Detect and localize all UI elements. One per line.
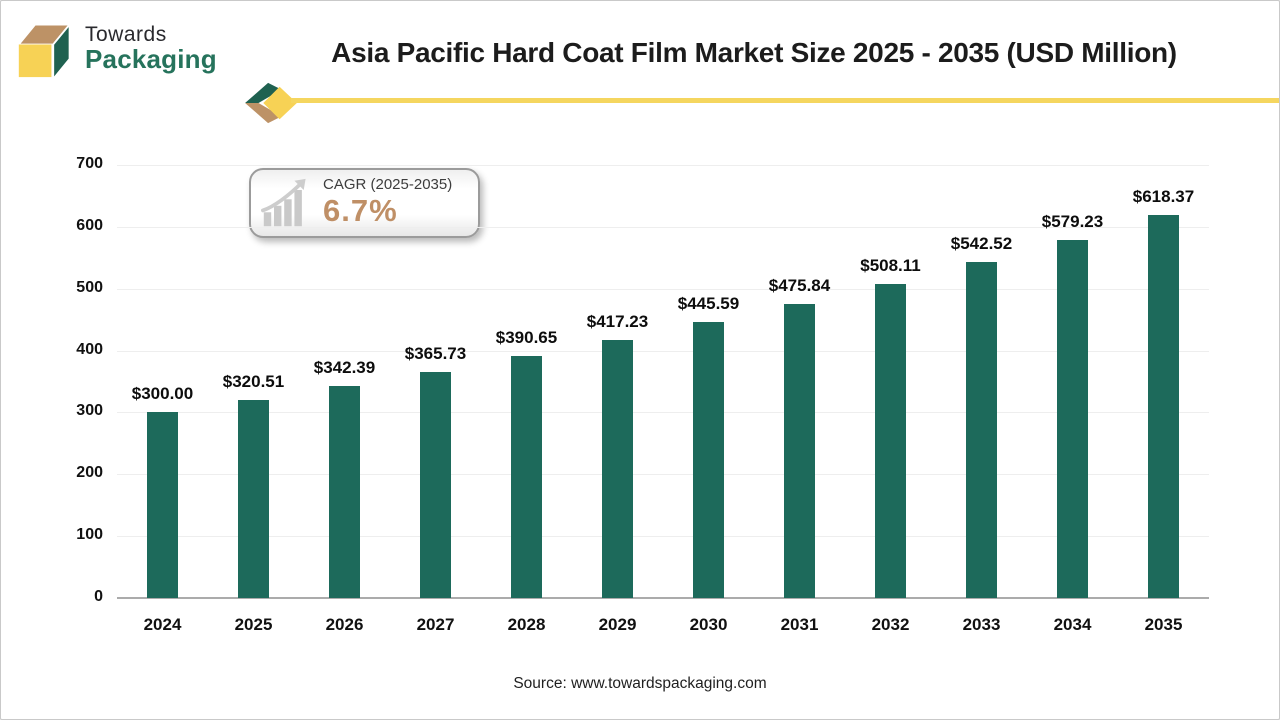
gridline [117,226,1209,228]
x-tick-label: 2024 [143,615,182,634]
bar-value-label: $542.52 [950,234,1013,254]
bar-value-label: $365.73 [404,343,467,363]
bar-value-label: $300.00 [131,384,194,404]
gridline [117,474,1209,476]
gridline [117,288,1209,290]
y-tick-label: 400 [76,340,103,358]
x-tick-label: 2033 [962,615,1001,634]
gridline [117,536,1209,538]
bar-value-label: $320.51 [222,371,285,391]
bar-2035 [1148,215,1179,598]
brand-box-icon [17,21,72,81]
gridline [117,412,1209,414]
x-tick-label: 2032 [871,615,910,634]
cagr-texts: CAGR (2025-2035) 6.7% [323,176,453,229]
x-tick-label: 2034 [1053,615,1092,634]
y-tick-label: 0 [94,588,103,605]
y-tick-label: 200 [76,464,103,482]
x-tick-label: 2030 [689,615,728,634]
bar-2032 [875,283,906,598]
x-tick-label: 2027 [416,615,455,634]
bar-2026 [329,386,360,598]
rule-diamond-icon [241,80,299,126]
bar-2030 [693,322,724,598]
gridline [117,165,1209,166]
bar-value-label: $445.59 [677,294,740,314]
bar-2024 [147,412,178,598]
bar-2028 [511,356,542,598]
source-text: Source: www.towardspackaging.com [513,675,767,692]
x-tick-label: 2035 [1144,615,1183,634]
bar-value-label: $342.39 [313,358,376,378]
x-tick-label: 2028 [507,615,546,634]
bar-2034 [1057,239,1088,598]
bar-value-label: $390.65 [495,328,558,348]
logo-text-packaging: Packaging [85,44,217,75]
gridline [117,350,1209,352]
cagr-badge: CAGR (2025-2035) 6.7% [249,168,480,238]
bar-value-label: $508.11 [860,255,921,275]
x-tick-label: 2025 [234,615,273,634]
bar-2029 [602,339,633,598]
bar-growth-icon [261,178,306,227]
page-title: Asia Pacific Hard Coat Film Market Size … [331,37,1177,68]
x-tick-label: 2029 [598,615,637,634]
y-tick-label: 300 [76,402,103,420]
bar-2025 [238,399,269,598]
bar-2033 [966,262,997,598]
bar-value-label: $417.23 [586,311,649,331]
y-tick-label: 100 [76,526,103,544]
brand-logo: Towards Packaging [17,17,217,81]
bar-2027 [420,371,451,598]
y-tick-label: 600 [76,216,103,234]
title-underline-rule [291,98,1279,103]
brand-logo-text: Towards Packaging [85,24,217,73]
y-tick-label: 700 [76,155,103,172]
bar-value-label: $475.84 [768,275,831,295]
x-tick-label: 2031 [780,615,819,634]
cagr-value: 6.7% [323,193,398,229]
bar-2031 [784,303,815,598]
cagr-label: CAGR (2025-2035) [323,176,453,194]
x-tick-label: 2026 [325,615,364,634]
bar-value-label: $579.23 [1041,211,1104,231]
bar-value-label: $618.37 [1132,187,1195,207]
y-tick-label: 500 [76,278,103,296]
x-axis-line [117,597,1209,599]
logo-text-towards: Towards [85,23,167,47]
